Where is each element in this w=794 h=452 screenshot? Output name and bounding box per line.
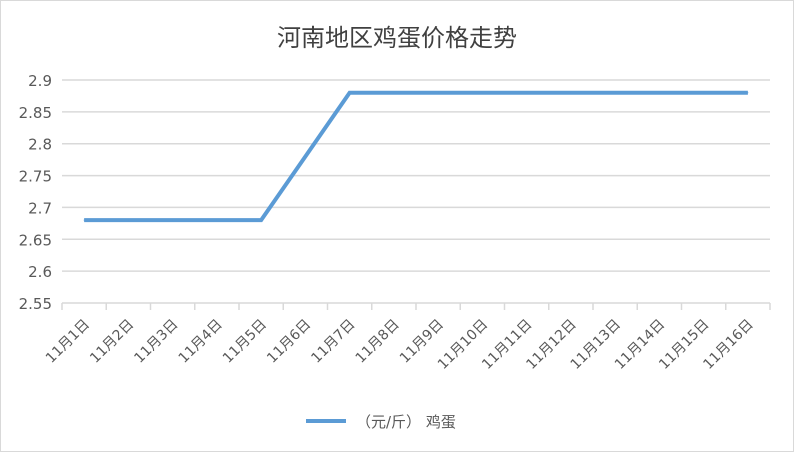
y-tick-label: 2.6 bbox=[28, 263, 52, 281]
data-point bbox=[703, 92, 705, 94]
x-tick-label: 11月6日 bbox=[264, 317, 314, 367]
data-point bbox=[83, 219, 85, 221]
x-tick-label: 11月4日 bbox=[176, 317, 226, 367]
x-tick-label: 11月1日 bbox=[43, 317, 93, 367]
x-tick-label: 11月7日 bbox=[308, 317, 358, 367]
data-point bbox=[481, 92, 483, 94]
data-point bbox=[349, 92, 351, 94]
y-tick-label: 2.7 bbox=[28, 199, 52, 217]
y-tick-label: 2.55 bbox=[19, 295, 52, 313]
data-point bbox=[393, 92, 395, 94]
y-tick-label: 2.8 bbox=[28, 136, 52, 154]
data-point bbox=[658, 92, 660, 94]
data-point bbox=[437, 92, 439, 94]
data-point bbox=[570, 92, 572, 94]
legend-label: （元/斤） 鸡蛋 bbox=[356, 413, 456, 431]
legend: （元/斤） 鸡蛋 bbox=[306, 413, 456, 431]
y-tick-label: 2.75 bbox=[19, 168, 52, 186]
data-point bbox=[172, 219, 174, 221]
data-point bbox=[260, 219, 262, 221]
y-tick-label: 2.65 bbox=[19, 231, 52, 249]
y-tick-label: 2.9 bbox=[28, 72, 52, 90]
x-tick-label: 11月5日 bbox=[220, 317, 270, 367]
y-tick-label: 2.85 bbox=[19, 104, 52, 122]
data-point bbox=[614, 92, 616, 94]
chart-title: 河南地区鸡蛋价格走势 bbox=[277, 24, 517, 52]
x-tick-label: 11月3日 bbox=[131, 317, 181, 367]
data-point bbox=[304, 155, 306, 157]
data-point bbox=[747, 92, 749, 94]
x-tick-label: 11月8日 bbox=[353, 317, 403, 367]
x-tick-label: 11月2日 bbox=[87, 317, 137, 367]
series-line bbox=[84, 90, 748, 223]
data-point bbox=[127, 219, 129, 221]
data-point bbox=[526, 92, 528, 94]
data-point bbox=[216, 219, 218, 221]
